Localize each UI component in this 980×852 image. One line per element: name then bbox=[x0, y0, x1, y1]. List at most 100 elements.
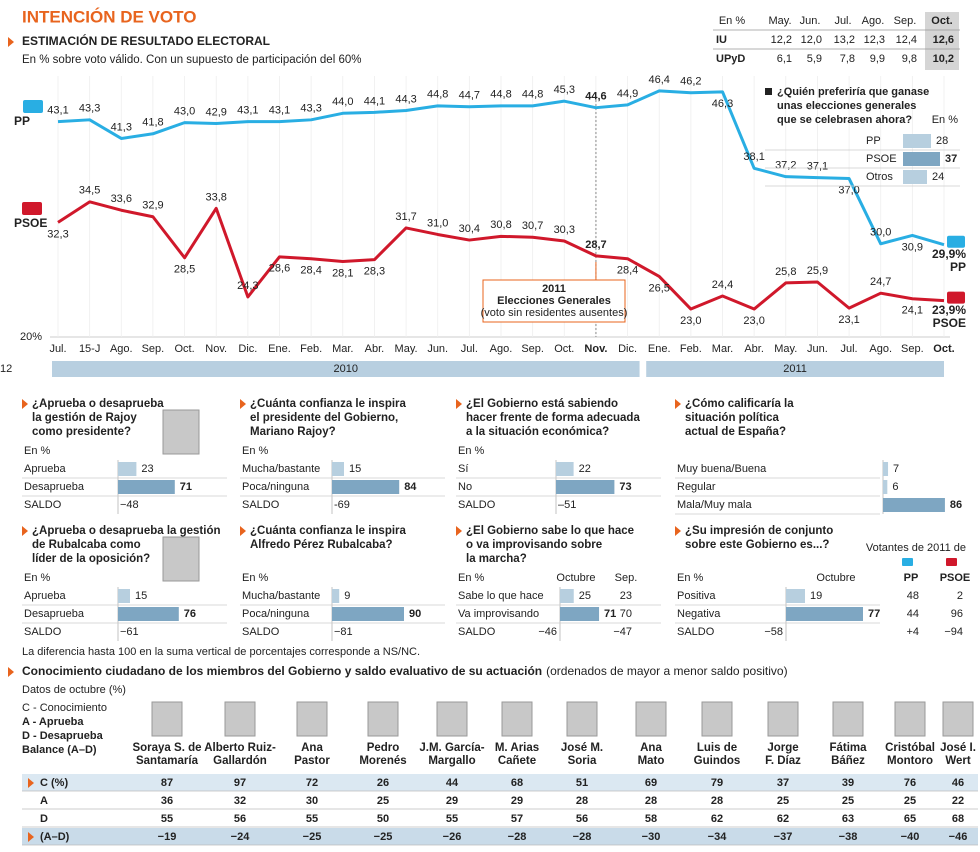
bar bbox=[903, 134, 931, 148]
value-label: 71 bbox=[604, 608, 616, 620]
question: ¿Quién preferiría que ganase bbox=[777, 86, 929, 98]
value-label: 22 bbox=[579, 463, 591, 475]
table-cell: 58 bbox=[645, 813, 657, 825]
section-note: (ordenados de mayor a menor saldo positi… bbox=[546, 664, 787, 678]
party-logo bbox=[947, 291, 965, 304]
table-cell: 65 bbox=[904, 813, 916, 825]
value-label: 24 bbox=[932, 171, 944, 183]
table-cell: −40 bbox=[901, 831, 920, 843]
column-value: 48 bbox=[907, 590, 919, 602]
table-header: Jun. bbox=[800, 15, 821, 27]
table-cell: −30 bbox=[642, 831, 661, 843]
table-cell: 9,8 bbox=[902, 53, 917, 65]
member-name: Gallardón bbox=[213, 755, 267, 767]
value-label: 43,1 bbox=[237, 105, 258, 117]
unit: En % bbox=[24, 572, 51, 584]
member-name: Montoro bbox=[887, 755, 933, 767]
member-name: Soria bbox=[568, 755, 597, 767]
end-label: 29,9% bbox=[932, 247, 966, 261]
value-label: 77 bbox=[868, 608, 880, 620]
row-label: D bbox=[40, 813, 48, 825]
table-cell: 32 bbox=[234, 795, 246, 807]
question: de Rubalcaba como bbox=[32, 539, 141, 551]
title: INTENCIÓN DE VOTO bbox=[22, 7, 196, 26]
x-tick-label: Nov. bbox=[205, 343, 227, 355]
saldo-value: −94 bbox=[944, 626, 963, 638]
category-label: Mala/Muy mala bbox=[677, 499, 752, 511]
photo bbox=[224, 701, 256, 737]
saldo-label: SALDO bbox=[24, 626, 62, 638]
bar bbox=[883, 498, 945, 512]
category-label: Desaprueba bbox=[24, 608, 85, 620]
question: ¿Su impresión de conjunto bbox=[685, 525, 833, 537]
row-label: C (%) bbox=[40, 777, 68, 789]
value-label: 44,7 bbox=[459, 90, 480, 102]
value-label: 25 bbox=[579, 590, 591, 602]
table-cell: 12,0 bbox=[801, 34, 822, 46]
photo bbox=[436, 701, 468, 737]
table-cell: 56 bbox=[234, 813, 246, 825]
line bbox=[57, 89, 945, 247]
table-cell: 62 bbox=[711, 813, 723, 825]
value-label: 41,8 bbox=[142, 117, 163, 129]
table-cell: −25 bbox=[303, 831, 322, 843]
column-value: 96 bbox=[951, 608, 963, 620]
member-name: Morenés bbox=[359, 755, 406, 767]
question: como presidente? bbox=[32, 426, 131, 438]
member-name: M. Arias bbox=[495, 742, 539, 754]
bar bbox=[903, 152, 940, 166]
category-label: Positiva bbox=[677, 590, 716, 602]
member-name: Ana bbox=[301, 742, 323, 754]
value-label: 23,0 bbox=[680, 315, 701, 327]
table-cell: 30 bbox=[306, 795, 318, 807]
column-header: PSOE bbox=[940, 572, 971, 584]
value-label: 44,8 bbox=[427, 89, 448, 101]
table-cell: 56 bbox=[576, 813, 588, 825]
saldo-label: SALDO bbox=[677, 626, 715, 638]
x-tick-label: Feb. bbox=[300, 343, 322, 355]
table-header: Oct. bbox=[931, 15, 952, 27]
column-value: 44 bbox=[907, 608, 919, 620]
table-cell: 12,4 bbox=[896, 34, 917, 46]
value-label: 9 bbox=[344, 590, 350, 602]
value-label: 41,3 bbox=[111, 121, 132, 133]
category-label: PP bbox=[866, 135, 881, 147]
table-cell: 36 bbox=[161, 795, 173, 807]
section-title: Conocimiento ciudadano de los miembros d… bbox=[22, 664, 542, 678]
table-cell: 22 bbox=[952, 795, 964, 807]
table-cell: −25 bbox=[374, 831, 393, 843]
year-label: 2012 bbox=[0, 363, 12, 375]
photo bbox=[162, 536, 200, 582]
category-label: Sabe lo que hace bbox=[458, 590, 544, 602]
table-row-label: UPyD bbox=[716, 53, 745, 65]
value-label: 44,3 bbox=[395, 93, 416, 105]
photo bbox=[767, 701, 799, 737]
table-cell: −38 bbox=[839, 831, 858, 843]
table-cell: 29 bbox=[446, 795, 458, 807]
table-cell: −24 bbox=[231, 831, 251, 843]
value-label: 15 bbox=[349, 463, 361, 475]
annotation-box bbox=[482, 279, 626, 323]
table-cell: 76 bbox=[904, 777, 916, 789]
bar bbox=[332, 589, 340, 603]
party-logo bbox=[902, 558, 913, 566]
bar bbox=[560, 607, 600, 621]
unit: En % bbox=[242, 445, 269, 457]
value-label: 30,9 bbox=[902, 241, 923, 253]
table-cell: 13,2 bbox=[834, 34, 855, 46]
bar bbox=[786, 589, 805, 603]
line bbox=[57, 200, 945, 311]
question: Mariano Rajoy? bbox=[250, 426, 336, 438]
question: actual de España? bbox=[685, 426, 786, 438]
column-value: 2 bbox=[957, 590, 963, 602]
value-label: 26,5 bbox=[649, 282, 670, 294]
table-header: Ago. bbox=[862, 15, 885, 27]
photo bbox=[151, 701, 183, 737]
series-name: PP bbox=[14, 114, 30, 128]
x-tick-label: Ene. bbox=[648, 343, 671, 355]
value-label: 90 bbox=[409, 608, 421, 620]
bar bbox=[560, 589, 574, 603]
subtitle: ESTIMACIÓN DE RESULTADO ELECTORAL bbox=[22, 33, 270, 48]
value-label: 31,7 bbox=[395, 211, 416, 223]
table-cell: 62 bbox=[777, 813, 789, 825]
